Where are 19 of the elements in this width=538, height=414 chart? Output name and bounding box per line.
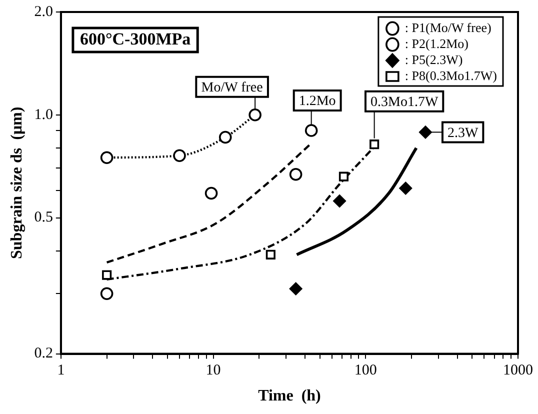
legend-label: : P8(0.3Mo1.7W) (404, 68, 498, 83)
x-tick-label: 1000 (503, 362, 533, 379)
x-tick-label: 10 (206, 362, 221, 379)
x-tick-label: 100 (354, 362, 377, 379)
y-tick-label: 0.5 (34, 210, 53, 226)
annotation: 1.2Mo (298, 94, 336, 110)
legend-label: : P5(2.3W) (404, 52, 463, 67)
y-axis-title: Subgrain size ds (μm) (8, 106, 26, 259)
annotation: 2.3W (447, 126, 479, 141)
x-axis-title: Time (h) (258, 388, 321, 405)
y-tick-label: 1.0 (34, 106, 53, 123)
legend-label: : P1(Mo/W free) (404, 20, 492, 35)
annotation: Mo/W free (201, 80, 263, 96)
y-tick-label: 0.2 (34, 346, 53, 362)
annotation: 0.3Mo1.7W (370, 95, 439, 110)
legend-label: : P2(1.2Mo) (404, 36, 468, 51)
annotation: 600°C-300MPa (80, 29, 192, 48)
x-tick-label: 1 (57, 362, 65, 379)
y-tick-label: 2.0 (34, 4, 53, 20)
